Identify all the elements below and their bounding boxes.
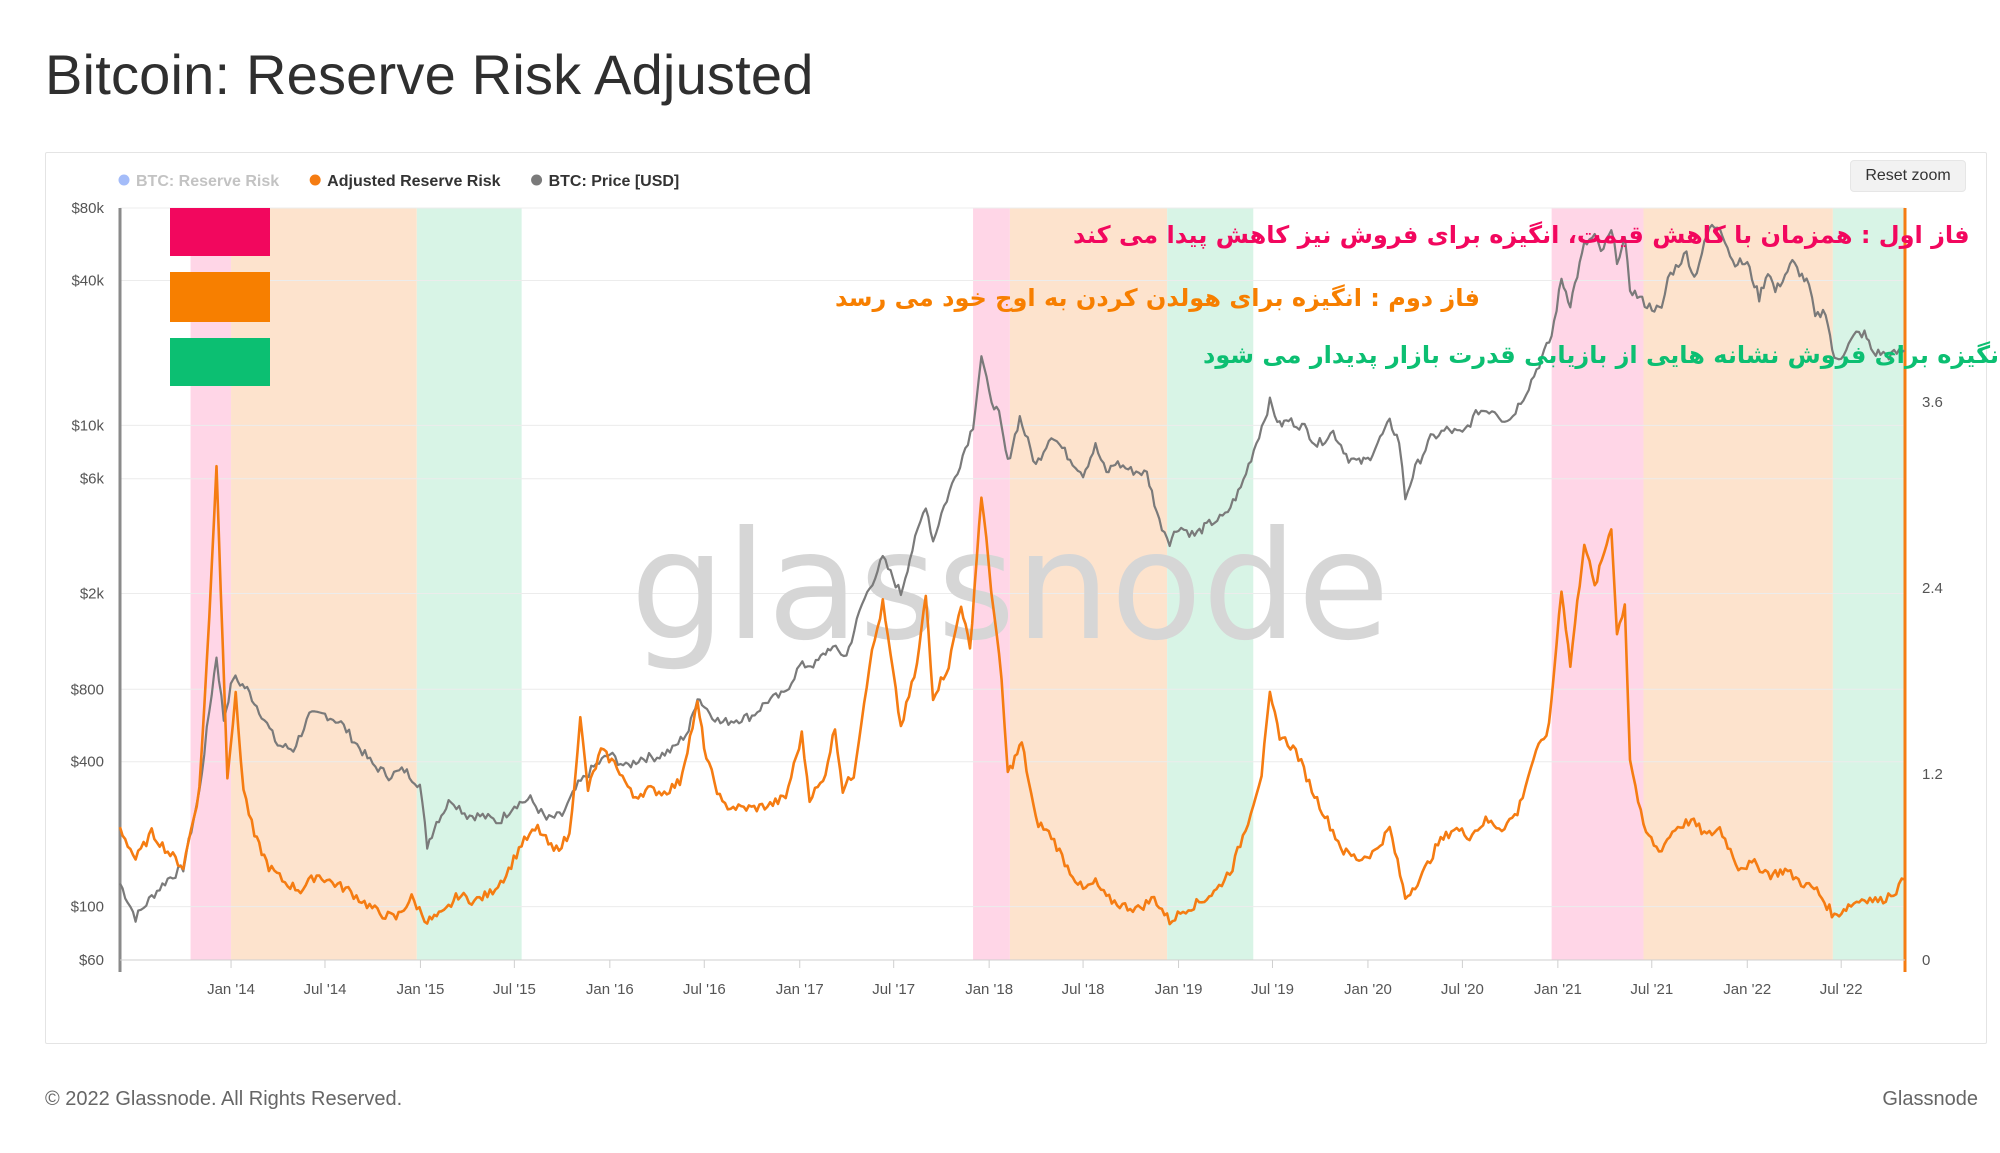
btc-price-line [119, 223, 1906, 923]
phase-band-3 [416, 208, 522, 960]
phase-annotations: فاز اول : همزمان با کاهش قیمت، انگیزه بر… [170, 208, 2000, 386]
y-left-tick-label: $10k [71, 417, 104, 434]
page-title: Bitcoin: Reserve Risk Adjusted [45, 43, 814, 106]
phase-band-3 [1167, 208, 1254, 960]
x-tick-label: Jan '16 [586, 981, 634, 998]
phase-band-2 [1009, 208, 1168, 960]
phase-2-swatch [170, 272, 270, 322]
x-tick-label: Jan '20 [1344, 981, 1392, 998]
y-left-tick-label: $6k [80, 471, 105, 488]
series-lines [118, 223, 1906, 926]
y-left-tick-label: $2k [80, 586, 105, 603]
x-tick-label: Jan '19 [1155, 981, 1203, 998]
copyright-text: © 2022 Glassnode. All Rights Reserved. [45, 1088, 403, 1110]
x-tick-label: Jan '14 [207, 981, 255, 998]
x-tick-label: Jul '18 [1062, 981, 1105, 998]
y-axis-right: 0 1.2 2.4 3.6 [1903, 208, 1943, 972]
legend: BTC: Reserve Risk Adjusted Reserve Risk BT… [118, 173, 679, 190]
phase-3-annotation: فاز سوم : با افزایش انگیزه برای فروش نشا… [1203, 341, 2000, 369]
legend-item[interactable]: Adjusted Reserve Risk [309, 173, 501, 190]
y-right-tick-label: 2.4 [1922, 580, 1943, 597]
phase-band-2 [231, 208, 417, 960]
y-right-tick-label: 3.6 [1922, 394, 1943, 411]
x-tick-label: Jul '21 [1630, 981, 1673, 998]
x-tick-label: Jan '15 [396, 981, 444, 998]
legend-marker [309, 174, 321, 186]
legend-item[interactable]: BTC: Reserve Risk [118, 173, 280, 190]
x-axis: Jan '14 Jul '14 Jan '15 Jul '15 Jan '16 Jul '… [120, 959, 1905, 998]
y-left-tick-label: $800 [71, 681, 104, 698]
x-tick-label: Jan '21 [1534, 981, 1582, 998]
x-tick-label: Jul '19 [1251, 981, 1294, 998]
x-tick-label: Jul '22 [1820, 981, 1863, 998]
phase-band-2 [1643, 208, 1833, 960]
legend-marker [531, 174, 543, 186]
y-left-tick-label: $40k [71, 272, 104, 289]
phase-band-1 [1551, 208, 1644, 960]
legend-marker [118, 174, 130, 186]
legend-item[interactable]: BTC: Price [USD] [531, 173, 679, 190]
legend-label: BTC: Reserve Risk [136, 173, 279, 190]
phase-1-swatch [170, 208, 270, 256]
phase-1-annotation: فاز اول : همزمان با کاهش قیمت، انگیزه بر… [1073, 221, 1970, 249]
reset-zoom-button[interactable]: Reset zoom [1850, 160, 1966, 192]
y-left-tick-label: $60 [79, 952, 104, 969]
adjusted-reserve-risk-line [118, 464, 1905, 926]
x-tick-label: Jul '14 [304, 981, 347, 998]
x-tick-label: Jul '16 [683, 981, 726, 998]
x-tick-label: Jan '18 [965, 981, 1013, 998]
legend-label: Adjusted Reserve Risk [327, 173, 501, 190]
phase-2-annotation: فاز دوم : انگیزه برای هولدن کردن به اوج … [835, 284, 1480, 312]
phase-3-swatch [170, 338, 270, 386]
phase-bands [190, 208, 1905, 960]
phase-band-3 [1832, 208, 1905, 960]
x-tick-label: Jul '20 [1441, 981, 1484, 998]
x-tick-label: Jan '17 [776, 981, 824, 998]
y-left-tick-label: $400 [71, 754, 104, 771]
legend-label: BTC: Price [USD] [549, 173, 680, 190]
y-left-tick-label: $80k [71, 200, 104, 217]
x-tick-label: Jan '22 [1723, 981, 1771, 998]
x-tick-label: Jul '15 [493, 981, 536, 998]
y-left-tick-label: $100 [71, 899, 104, 916]
watermark: glassnode [630, 500, 1389, 674]
x-tick-label: Jul '17 [872, 981, 915, 998]
brand-text: Glassnode [1882, 1088, 1978, 1110]
y-axis-left: $60 $100 $400 $800 $2k $6k $10k $40k $80k [71, 200, 122, 972]
y-right-tick-label: 1.2 [1922, 766, 1943, 783]
y-right-tick-label: 0 [1922, 952, 1930, 969]
